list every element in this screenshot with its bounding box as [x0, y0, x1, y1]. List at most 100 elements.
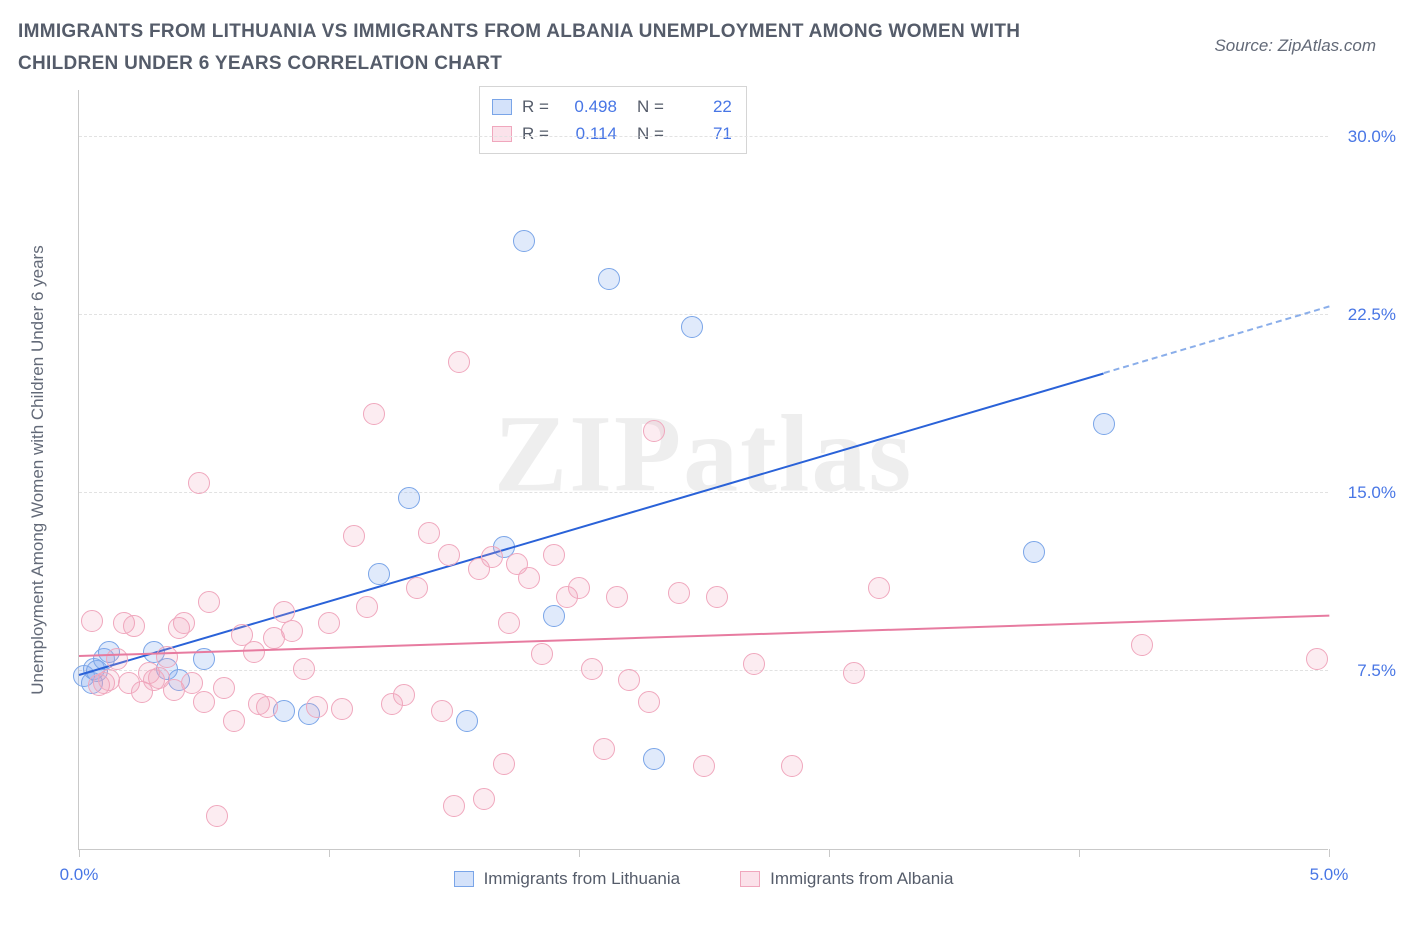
data-point: [393, 684, 415, 706]
data-point: [206, 805, 228, 827]
legend-item: Immigrants from Albania: [740, 869, 953, 889]
source-prefix: Source:: [1214, 36, 1277, 55]
x-tick: [829, 849, 830, 857]
chart-title: IMMIGRANTS FROM LITHUANIA VS IMMIGRANTS …: [18, 16, 1118, 81]
legend-swatch: [454, 871, 474, 887]
legend-row: R =0.114N =71: [492, 120, 732, 147]
legend-n-label: N =: [637, 93, 664, 120]
data-point: [223, 710, 245, 732]
data-point: [418, 522, 440, 544]
regression-line: [1104, 306, 1330, 374]
data-point: [106, 648, 128, 670]
data-point: [481, 546, 503, 568]
y-tick-label: 15.0%: [1336, 483, 1396, 503]
data-point: [706, 586, 728, 608]
data-point: [213, 677, 235, 699]
legend-swatch: [740, 871, 760, 887]
data-point: [518, 567, 540, 589]
data-point: [443, 795, 465, 817]
legend-swatch: [492, 99, 512, 115]
legend-row: R = 0.498 N = 22: [492, 93, 732, 120]
gridline: [79, 136, 1328, 137]
gridline: [79, 314, 1328, 315]
data-point: [306, 696, 328, 718]
legend-r-value: 0.114: [559, 120, 617, 147]
data-point: [531, 643, 553, 665]
data-point: [156, 646, 178, 668]
legend-swatch: [492, 126, 512, 142]
data-point: [98, 669, 120, 691]
data-point: [293, 658, 315, 680]
data-point: [456, 710, 478, 732]
legend-n-value: 22: [674, 93, 732, 120]
x-tick-label: 0.0%: [60, 865, 99, 885]
data-point: [331, 698, 353, 720]
data-point: [281, 620, 303, 642]
x-tick: [79, 849, 80, 857]
data-point: [356, 596, 378, 618]
data-point: [1023, 541, 1045, 563]
data-point: [513, 230, 535, 252]
gridline: [79, 670, 1328, 671]
data-point: [1131, 634, 1153, 656]
data-point: [606, 586, 628, 608]
data-point: [438, 544, 460, 566]
data-point: [498, 612, 520, 634]
data-point: [198, 591, 220, 613]
legend-r-label: R =: [522, 93, 549, 120]
data-point: [398, 487, 420, 509]
data-point: [618, 669, 640, 691]
data-point: [643, 748, 665, 770]
data-point: [681, 316, 703, 338]
data-point: [643, 420, 665, 442]
data-point: [188, 472, 210, 494]
data-point: [406, 577, 428, 599]
data-point: [123, 615, 145, 637]
source-attribution: Source: ZipAtlas.com: [1214, 16, 1376, 56]
legend-item: Immigrants from Lithuania: [454, 869, 681, 889]
legend-r-value: 0.498: [559, 93, 617, 120]
source-name: ZipAtlas.com: [1278, 36, 1376, 55]
data-point: [368, 563, 390, 585]
data-point: [638, 691, 660, 713]
data-point: [668, 582, 690, 604]
data-point: [581, 658, 603, 680]
data-point: [256, 696, 278, 718]
series-legend: Immigrants from Lithuania Immigrants from…: [79, 869, 1328, 889]
data-point: [343, 525, 365, 547]
data-point: [243, 641, 265, 663]
legend-r-label: R =: [522, 120, 549, 147]
y-tick-label: 30.0%: [1336, 127, 1396, 147]
chart-container: Unemployment Among Women with Children U…: [18, 90, 1388, 928]
data-point: [473, 788, 495, 810]
data-point: [568, 577, 590, 599]
correlation-legend: R =0.498N =22R =0.114N =71: [479, 86, 747, 154]
data-point: [868, 577, 890, 599]
data-point: [1093, 413, 1115, 435]
data-point: [843, 662, 865, 684]
data-point: [363, 403, 385, 425]
data-point: [1306, 648, 1328, 670]
x-tick-label: 5.0%: [1310, 865, 1349, 885]
watermark: ZIPatlas: [494, 391, 913, 518]
data-point: [743, 653, 765, 675]
data-point: [593, 738, 615, 760]
data-point: [173, 612, 195, 634]
data-point: [693, 755, 715, 777]
x-tick: [329, 849, 330, 857]
x-tick: [1329, 849, 1330, 857]
data-point: [781, 755, 803, 777]
legend-n-label: N =: [637, 120, 664, 147]
data-point: [543, 605, 565, 627]
y-tick-label: 7.5%: [1336, 661, 1396, 681]
data-point: [318, 612, 340, 634]
y-axis-label: Unemployment Among Women with Children U…: [28, 90, 48, 850]
x-tick: [579, 849, 580, 857]
data-point: [193, 691, 215, 713]
series-name: Immigrants from Albania: [770, 869, 953, 889]
data-point: [81, 610, 103, 632]
data-point: [543, 544, 565, 566]
y-tick-label: 22.5%: [1336, 305, 1396, 325]
data-point: [493, 753, 515, 775]
plot-area: ZIPatlas R =0.498N =22R =0.114N =71 Immi…: [78, 90, 1328, 850]
